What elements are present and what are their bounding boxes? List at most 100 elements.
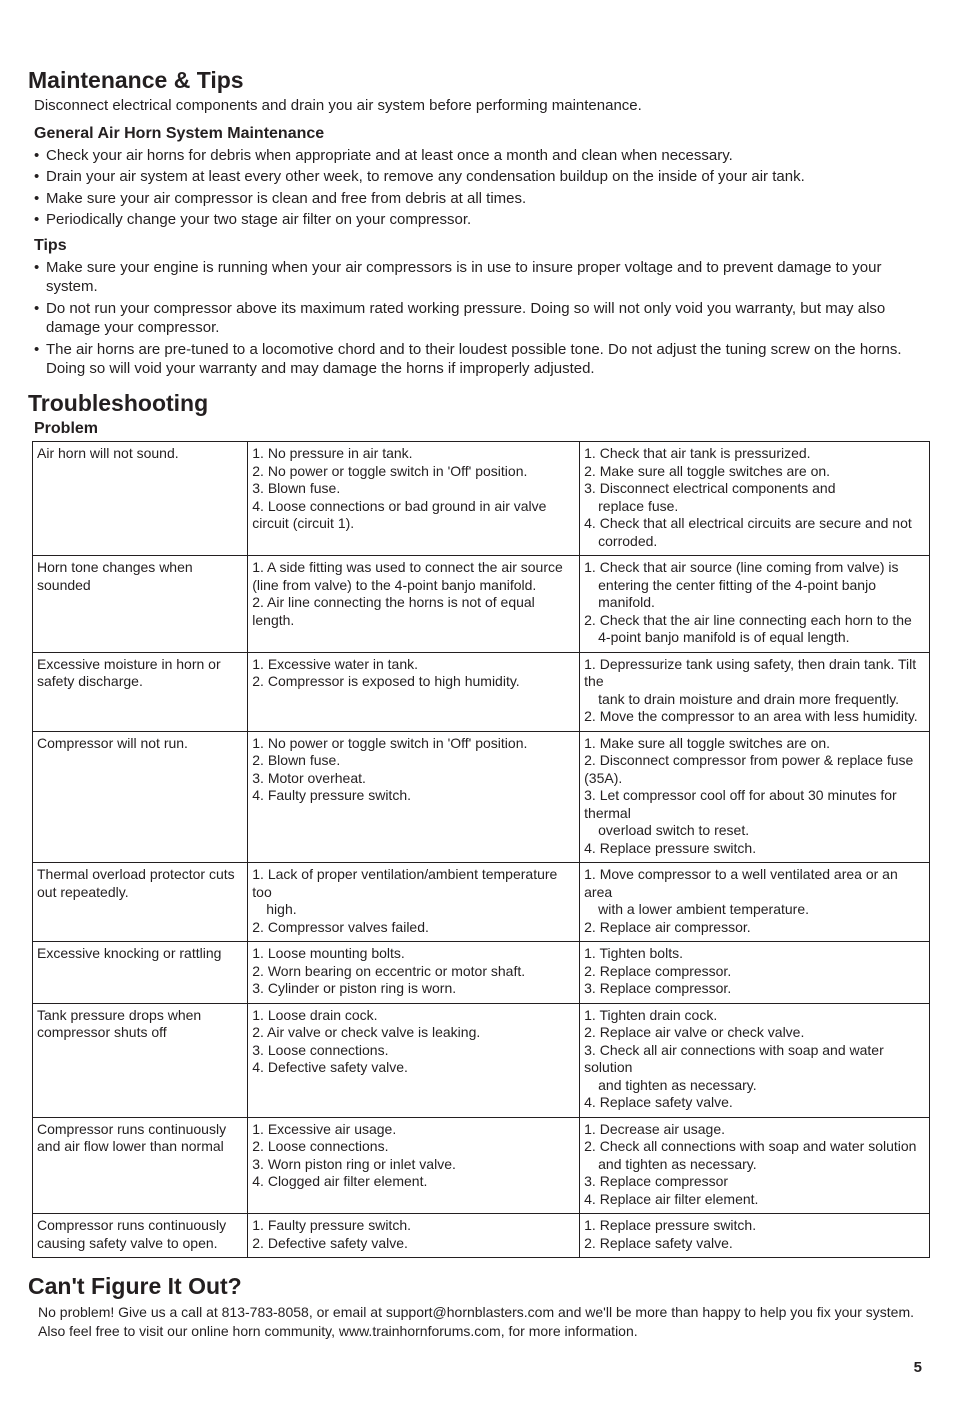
cell-line: Excessive moisture in horn or safety dis… <box>37 656 243 691</box>
table-row: Excessive moisture in horn or safety dis… <box>33 652 930 731</box>
maintenance-heading: Maintenance & Tips <box>28 66 926 95</box>
cell-line: 2. Disconnect compressor from power & re… <box>584 752 925 787</box>
table-cell-cause: 1. Faulty pressure switch.2. Defective s… <box>248 1214 580 1258</box>
footer-text: No problem! Give us a call at 813-783-80… <box>38 1303 916 1341</box>
cell-line: 1. Check that air tank is pressurized. <box>584 445 925 463</box>
cell-line: 1. Decrease air usage. <box>584 1121 925 1139</box>
table-cell-problem: Excessive knocking or rattling <box>33 942 248 1004</box>
tips-heading: Tips <box>34 236 926 256</box>
cell-line: 1. No power or toggle switch in 'Off' po… <box>252 735 575 753</box>
cell-line: 1. Loose mounting bolts. <box>252 945 575 963</box>
list-item: Periodically change your two stage air f… <box>34 210 926 230</box>
cell-line: 4. Loose connections or bad ground in ai… <box>252 498 575 533</box>
table-cell-solution: 1. Tighten drain cock.2. Replace air val… <box>580 1003 930 1117</box>
cell-line: 4. Clogged air filter element. <box>252 1173 575 1191</box>
cell-line: replace fuse. <box>584 498 925 516</box>
cell-line: and tighten as necessary. <box>584 1077 925 1095</box>
cell-line: 1. Tighten bolts. <box>584 945 925 963</box>
list-item: Make sure your engine is running when yo… <box>34 258 926 297</box>
table-cell-solution: 1. Move compressor to a well ventilated … <box>580 863 930 942</box>
cell-line: 2. Loose connections. <box>252 1138 575 1156</box>
table-cell-cause: 1. Loose mounting bolts.2. Worn bearing … <box>248 942 580 1004</box>
cell-line: 2. Make sure all toggle switches are on. <box>584 463 925 481</box>
table-row: Thermal overload protector cuts out repe… <box>33 863 930 942</box>
table-cell-problem: Compressor will not run. <box>33 731 248 863</box>
table-cell-cause: 1. A side fitting was used to connect th… <box>248 556 580 653</box>
table-cell-cause: 1. No power or toggle switch in 'Off' po… <box>248 731 580 863</box>
cell-line: 3. Cylinder or piston ring is worn. <box>252 980 575 998</box>
cell-line: 3. Loose connections. <box>252 1042 575 1060</box>
maintenance-intro: Disconnect electrical components and dra… <box>34 97 926 116</box>
cell-line: 4. Check that all electrical circuits ar… <box>584 515 925 533</box>
cell-line: Compressor runs continuously and air flo… <box>37 1121 243 1156</box>
table-cell-cause: 1. No pressure in air tank.2. No power o… <box>248 442 580 556</box>
table-cell-solution: 1. Depressurize tank using safety, then … <box>580 652 930 731</box>
table-cell-cause: 1. Excessive air usage.2. Loose connecti… <box>248 1117 580 1214</box>
list-item: Do not run your compressor above its max… <box>34 299 926 338</box>
cell-line: 2. Replace safety valve. <box>584 1235 925 1253</box>
cell-line: 1. A side fitting was used to connect th… <box>252 559 575 594</box>
problem-label: Problem <box>34 419 926 439</box>
troubleshooting-tbody: Air horn will not sound. 1. No pressure i… <box>33 442 930 1258</box>
table-cell-problem: Tank pressure drops when compressor shut… <box>33 1003 248 1117</box>
cell-line: 2. Move the compressor to an area with l… <box>584 708 925 726</box>
cell-line: Horn tone changes when sounded <box>37 559 243 594</box>
table-cell-solution: 1. Tighten bolts.2. Replace compressor.3… <box>580 942 930 1004</box>
tips-list: Make sure your engine is running when yo… <box>34 258 926 379</box>
cell-line: 1. Lack of proper ventilation/ambient te… <box>252 866 575 901</box>
table-row: Tank pressure drops when compressor shut… <box>33 1003 930 1117</box>
cell-line: corroded. <box>584 533 925 551</box>
cell-line: Air horn will not sound. <box>37 445 243 463</box>
cell-line: 4-point banjo manifold is of equal lengt… <box>584 629 925 647</box>
cell-line: 1. Move compressor to a well ventilated … <box>584 866 925 901</box>
cell-line: 4. Replace pressure switch. <box>584 840 925 858</box>
cell-line: Excessive knocking or rattling <box>37 945 243 963</box>
cell-line: 1. No pressure in air tank. <box>252 445 575 463</box>
cell-line: 3. Replace compressor. <box>584 980 925 998</box>
cell-line: 2. No power or toggle switch in 'Off' po… <box>252 463 575 481</box>
cell-line: 4. Defective safety valve. <box>252 1059 575 1077</box>
troubleshooting-table: Air horn will not sound. 1. No pressure i… <box>32 441 930 1258</box>
cell-line: overload switch to reset. <box>584 822 925 840</box>
cell-line: 2. Check all connections with soap and w… <box>584 1138 925 1156</box>
table-cell-cause: 1. Excessive water in tank.2. Compressor… <box>248 652 580 731</box>
cell-line: 3. Check all air connections with soap a… <box>584 1042 925 1077</box>
table-row: Excessive knocking or rattling 1. Loose m… <box>33 942 930 1004</box>
table-cell-problem: Excessive moisture in horn or safety dis… <box>33 652 248 731</box>
footer-heading: Can't Figure It Out? <box>28 1272 926 1301</box>
table-cell-solution: 1. Replace pressure switch.2. Replace sa… <box>580 1214 930 1258</box>
table-cell-solution: 1. Check that air tank is pressurized.2.… <box>580 442 930 556</box>
cell-line: 3. Disconnect electrical components and <box>584 480 925 498</box>
table-cell-problem: Compressor runs continuously causing saf… <box>33 1214 248 1258</box>
cell-line: 1. Excessive water in tank. <box>252 656 575 674</box>
cell-line: 1. Tighten drain cock. <box>584 1007 925 1025</box>
table-cell-cause: 1. Loose drain cock.2. Air valve or chec… <box>248 1003 580 1117</box>
cell-line: Thermal overload protector cuts out repe… <box>37 866 243 901</box>
cell-line: 4. Replace air filter element. <box>584 1191 925 1209</box>
cell-line: 2. Replace air valve or check valve. <box>584 1024 925 1042</box>
list-item: Make sure your air compressor is clean a… <box>34 189 926 209</box>
cell-line: 2. Compressor is exposed to high humidit… <box>252 673 575 691</box>
table-cell-cause: 1. Lack of proper ventilation/ambient te… <box>248 863 580 942</box>
cell-line: and tighten as necessary. <box>584 1156 925 1174</box>
troubleshooting-heading: Troubleshooting <box>28 389 926 418</box>
list-item: Drain your air system at least every oth… <box>34 167 926 187</box>
list-item: Check your air horns for debris when app… <box>34 146 926 166</box>
general-maintenance-heading: General Air Horn System Maintenance <box>34 124 926 144</box>
cell-line: 1. Faulty pressure switch. <box>252 1217 575 1235</box>
cell-line: entering the center fitting of the 4-poi… <box>584 577 925 612</box>
cell-line: 3. Motor overheat. <box>252 770 575 788</box>
table-cell-problem: Horn tone changes when sounded <box>33 556 248 653</box>
cell-line: Tank pressure drops when compressor shut… <box>37 1007 243 1042</box>
table-cell-problem: Compressor runs continuously and air flo… <box>33 1117 248 1214</box>
cell-line: 1. Check that air source (line coming fr… <box>584 559 925 577</box>
cell-line: 4. Faulty pressure switch. <box>252 787 575 805</box>
table-row: Air horn will not sound. 1. No pressure i… <box>33 442 930 556</box>
general-maintenance-list: Check your air horns for debris when app… <box>34 146 926 230</box>
table-cell-problem: Thermal overload protector cuts out repe… <box>33 863 248 942</box>
cell-line: 1. Loose drain cock. <box>252 1007 575 1025</box>
cell-line: Compressor will not run. <box>37 735 243 753</box>
cell-line: 3. Let compressor cool off for about 30 … <box>584 787 925 822</box>
table-row: Compressor runs continuously causing saf… <box>33 1214 930 1258</box>
cell-line: 1. Excessive air usage. <box>252 1121 575 1139</box>
